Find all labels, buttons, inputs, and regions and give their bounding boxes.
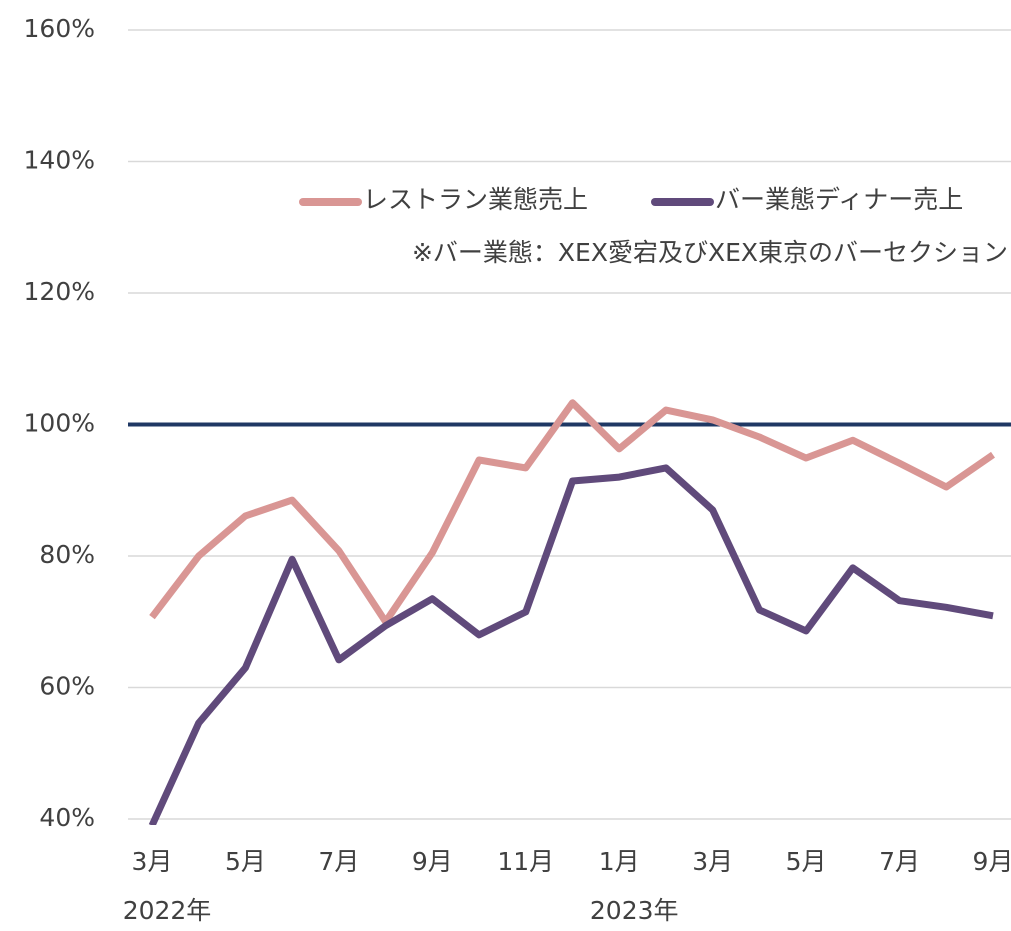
x-tick-label: 5月 <box>786 847 827 876</box>
x-tick-label: 1月 <box>599 847 640 876</box>
legend-label: レストラン業態売上 <box>363 185 588 214</box>
plot-area <box>148 399 995 825</box>
y-tick-label: 60% <box>39 672 95 701</box>
year-label: 2023年 <box>590 896 679 925</box>
series-line <box>148 464 994 825</box>
y-tick-label: 120% <box>24 277 95 306</box>
x-tick-label: 3月 <box>132 847 173 876</box>
year-label: 2022年 <box>123 896 212 925</box>
x-tick-label: 7月 <box>318 847 359 876</box>
y-tick-label: 100% <box>24 409 95 438</box>
x-tick-label: 9月 <box>412 847 453 876</box>
series-line <box>149 399 995 626</box>
legend-label: バー業態ディナー売上 <box>715 185 963 214</box>
x-tick-label: 3月 <box>692 847 733 876</box>
x-tick-label: 11月 <box>497 847 554 876</box>
note: ※バー業態：XEX愛宕及びXEX東京のバーセクション <box>412 238 1008 267</box>
y-tick-label: 140% <box>24 146 95 175</box>
y-tick-label: 40% <box>39 803 95 832</box>
x-tick-label: 5月 <box>225 847 266 876</box>
x-tick-label: 9月 <box>973 847 1011 876</box>
x-tick-label: 7月 <box>879 847 920 876</box>
y-tick-label: 80% <box>39 540 95 569</box>
y-tick-label: 160% <box>24 14 95 43</box>
